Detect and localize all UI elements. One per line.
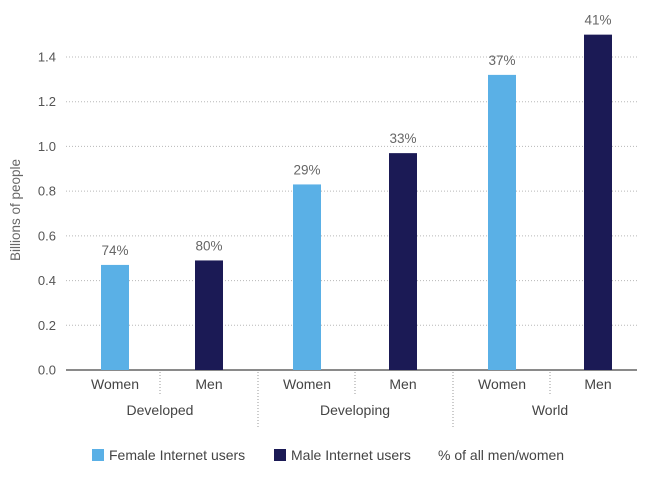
x-group-label: World [532,402,568,418]
data-label: 37% [488,53,515,68]
bar-female [293,184,321,370]
y-tick-label: 0.4 [38,273,56,288]
y-tick-label: 1.4 [38,50,56,65]
data-label: 29% [293,162,320,177]
data-label: 74% [101,243,128,258]
y-tick-label: 0.6 [38,228,56,243]
bar-female [101,264,129,370]
y-tick-label: 0.0 [38,363,56,378]
bars [101,34,612,371]
x-category-label: Women [283,376,331,392]
bar-male [389,153,417,370]
data-label: 41% [584,13,611,28]
bar-male [584,34,612,371]
legend-label: % of all men/women [438,447,564,463]
x-category-label: Women [478,376,526,392]
axes: 0.0 0.2 0.4 0.6 0.8 1.0 1.2 1.4 Women Men Women Men… [38,50,637,428]
data-label: 33% [389,131,416,146]
x-category-label: Women [91,376,139,392]
bar-female [488,74,516,370]
y-tick-label: 1.2 [38,94,56,109]
data-labels: 74% 80% 29% 33% 37% 41% [101,13,611,258]
legend: Female Internet users Male Internet users… [92,447,564,463]
x-category-label: Men [195,376,222,392]
y-tick-label: 0.2 [38,318,56,333]
y-axis-title: Billions of people [8,159,23,261]
bar-male [195,260,223,370]
data-label: 80% [195,238,222,253]
x-category-label: Men [389,376,416,392]
y-tick-label: 0.8 [38,184,56,199]
legend-label: Male Internet users [291,447,411,463]
legend-label: Female Internet users [109,447,245,463]
legend-swatch-female [92,449,104,461]
y-tick-label: 1.0 [38,139,56,154]
x-category-label: Men [584,376,611,392]
x-group-label: Developed [127,402,194,418]
x-group-label: Developing [320,402,390,418]
grid [66,56,637,326]
legend-swatch-male [274,449,286,461]
